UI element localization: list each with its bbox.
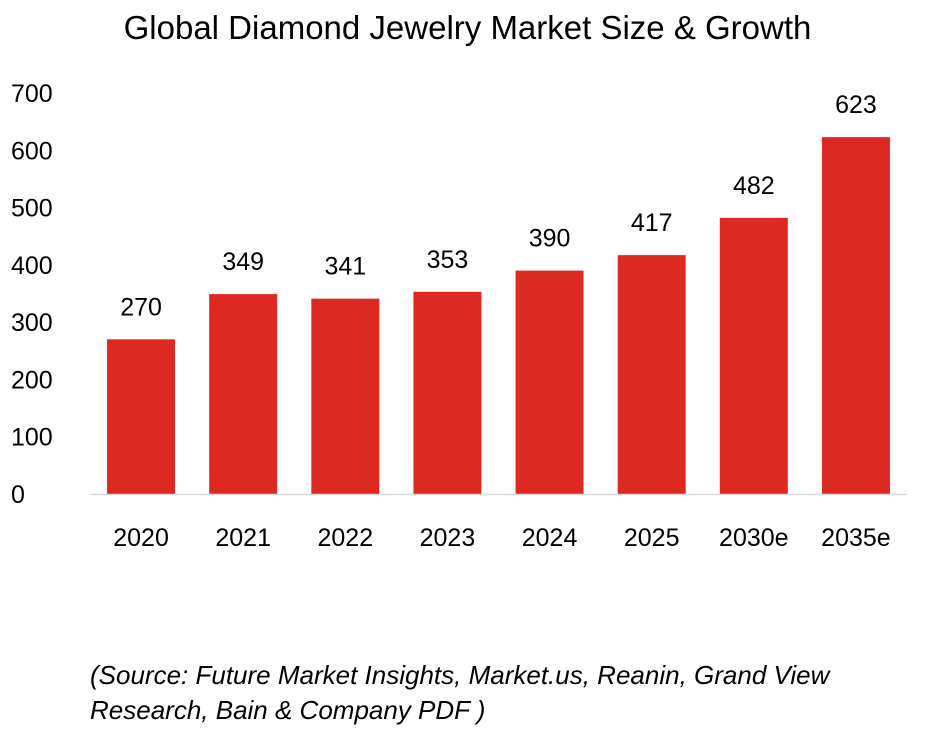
- bar-2023: [413, 291, 482, 494]
- x-tick-label-2021: 2021: [215, 524, 271, 552]
- bar-2035e: [821, 137, 890, 495]
- source-note: (Source: Future Market Insights, Market.…: [90, 660, 830, 725]
- x-tick-label-2024: 2024: [522, 524, 578, 552]
- data-labels-group: 270 349 341 353 390 417 482 623: [120, 91, 877, 321]
- data-label-2030e: 482: [733, 172, 775, 200]
- x-tick-label-2023: 2023: [420, 524, 476, 552]
- y-tick-label: 200: [11, 366, 53, 394]
- bar-2020: [107, 339, 176, 494]
- bars-group: [107, 137, 890, 495]
- data-label-2035e: 623: [835, 91, 877, 119]
- chart-title: Global Diamond Jewelry Market Size & Gro…: [123, 9, 812, 46]
- bar-2025: [617, 255, 686, 494]
- bar-2024: [515, 270, 584, 494]
- y-tick-label: 700: [11, 80, 53, 108]
- y-tick-label: 300: [11, 309, 53, 337]
- bar-2022: [311, 298, 380, 494]
- x-tick-label-2035e: 2035e: [821, 524, 891, 552]
- x-tick-label-2030e: 2030e: [719, 524, 789, 552]
- data-label-2024: 390: [529, 225, 571, 253]
- data-label-2023: 353: [427, 246, 469, 274]
- data-label-2020: 270: [120, 293, 162, 321]
- y-tick-label: 0: [11, 481, 25, 509]
- y-tick-label: 600: [11, 137, 53, 165]
- y-axis: 0 100 200 300 400 500 600 700: [11, 80, 53, 509]
- x-tick-label-2025: 2025: [624, 524, 680, 552]
- bar-2030e: [719, 217, 788, 494]
- y-tick-label: 500: [11, 195, 53, 223]
- data-label-2021: 349: [222, 248, 264, 276]
- x-tick-label-2020: 2020: [113, 524, 169, 552]
- data-label-2022: 341: [324, 253, 366, 281]
- y-tick-label: 400: [11, 252, 53, 280]
- y-tick-label: 100: [11, 424, 53, 452]
- data-label-2025: 417: [631, 209, 673, 237]
- bar-2021: [209, 294, 278, 494]
- x-axis: 2020 2021 2022 2023 2024 2025 2030e 2035e: [90, 493, 907, 552]
- x-tick-label-2022: 2022: [318, 524, 374, 552]
